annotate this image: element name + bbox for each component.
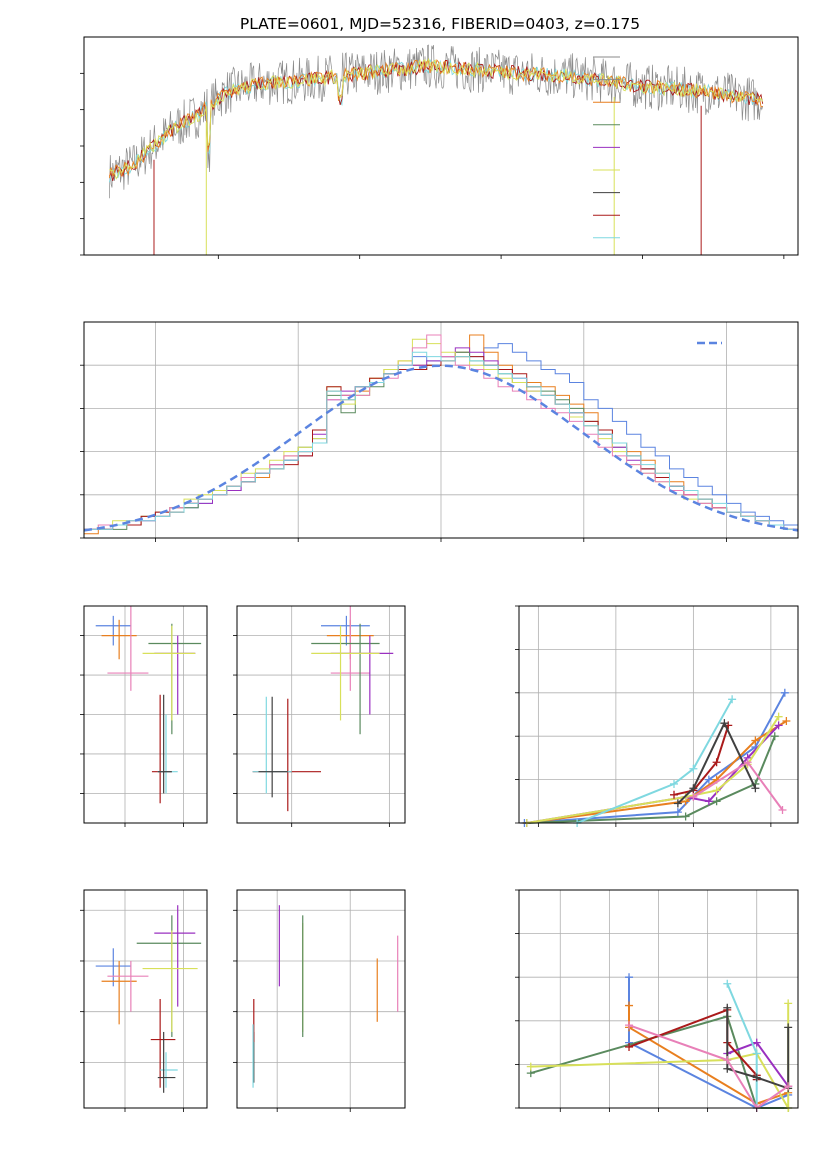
panel-weight-vs-Z bbox=[515, 889, 799, 1112]
weight-marker bbox=[625, 973, 634, 982]
panel-residuals bbox=[80, 321, 799, 542]
plot-area bbox=[252, 606, 394, 812]
weight-line bbox=[673, 725, 730, 796]
spectrum-line bbox=[109, 44, 764, 199]
axes-frame bbox=[518, 605, 799, 824]
weight-marker bbox=[752, 1038, 761, 1047]
plot-area bbox=[95, 905, 202, 1093]
weight-line bbox=[628, 1008, 758, 1080]
weight-marker bbox=[784, 1082, 793, 1091]
weight-marker bbox=[689, 764, 698, 773]
weight-marker bbox=[770, 732, 779, 741]
plot-area bbox=[252, 905, 399, 1088]
plot-area bbox=[83, 334, 799, 535]
weight-marker bbox=[704, 797, 713, 806]
weight-marker bbox=[712, 786, 721, 795]
weight-marker bbox=[723, 979, 732, 988]
panel-age-vs-Z bbox=[80, 605, 208, 827]
histogram-step bbox=[84, 351, 798, 530]
panel-spectrum bbox=[80, 36, 799, 259]
weight-marker bbox=[712, 797, 721, 806]
panel-weight-vs-age bbox=[515, 605, 799, 827]
weight-marker bbox=[712, 758, 721, 767]
spectrum-line bbox=[109, 57, 764, 180]
weight-marker bbox=[728, 695, 737, 704]
weight-marker bbox=[625, 1042, 634, 1051]
axes-frame bbox=[518, 889, 799, 1109]
weight-line bbox=[526, 724, 780, 824]
weight-marker bbox=[784, 999, 793, 1008]
weight-marker bbox=[723, 1064, 732, 1073]
axes-frame bbox=[236, 605, 406, 824]
panel-mass-vs-Z bbox=[80, 889, 208, 1112]
spectrum-line bbox=[109, 60, 764, 182]
weight-marker bbox=[625, 1021, 634, 1030]
panel-age-vs-mass bbox=[233, 605, 406, 827]
plot-area bbox=[108, 44, 764, 255]
panel-mass-vs-ebv bbox=[233, 889, 406, 1112]
weight-marker bbox=[720, 719, 729, 728]
axes-frame bbox=[83, 36, 799, 256]
weight-line bbox=[526, 716, 780, 824]
axes-frame bbox=[83, 889, 208, 1109]
weight-marker bbox=[782, 717, 791, 726]
weight-line bbox=[628, 1024, 789, 1110]
plot-area bbox=[526, 973, 793, 1112]
weight-line bbox=[576, 698, 733, 824]
weight-marker bbox=[689, 784, 698, 793]
weight-marker bbox=[723, 1056, 732, 1065]
weight-marker bbox=[670, 779, 678, 788]
weight-marker bbox=[681, 812, 690, 821]
normal-curve bbox=[83, 364, 799, 532]
axes-frame bbox=[83, 605, 208, 824]
weight-marker bbox=[526, 1062, 535, 1071]
weight-marker bbox=[778, 805, 787, 814]
weight-marker bbox=[704, 775, 713, 784]
weight-marker bbox=[751, 784, 760, 793]
plot-area bbox=[95, 606, 202, 804]
axes-frame bbox=[83, 321, 799, 539]
weight-line bbox=[677, 720, 757, 805]
weight-marker bbox=[774, 721, 783, 730]
weight-marker bbox=[625, 1001, 634, 1010]
weight-marker bbox=[670, 790, 678, 799]
axes-frame bbox=[236, 889, 406, 1109]
weight-line bbox=[530, 1003, 790, 1112]
weight-marker bbox=[784, 1023, 793, 1032]
weight-marker bbox=[689, 792, 698, 801]
weight-marker bbox=[743, 758, 752, 767]
figure-title: PLATE=0601, MJD=52316, FIBERID=0403, z=0… bbox=[240, 15, 640, 33]
weight-marker bbox=[752, 1049, 761, 1058]
weight-marker bbox=[751, 736, 760, 745]
weight-marker bbox=[673, 799, 682, 808]
panels bbox=[80, 36, 799, 1112]
weight-marker bbox=[723, 1003, 732, 1012]
weight-marker bbox=[780, 688, 789, 697]
weight-marker bbox=[752, 1073, 761, 1082]
weight-marker bbox=[774, 712, 783, 721]
weight-marker bbox=[673, 808, 682, 817]
plot-area bbox=[520, 688, 791, 827]
